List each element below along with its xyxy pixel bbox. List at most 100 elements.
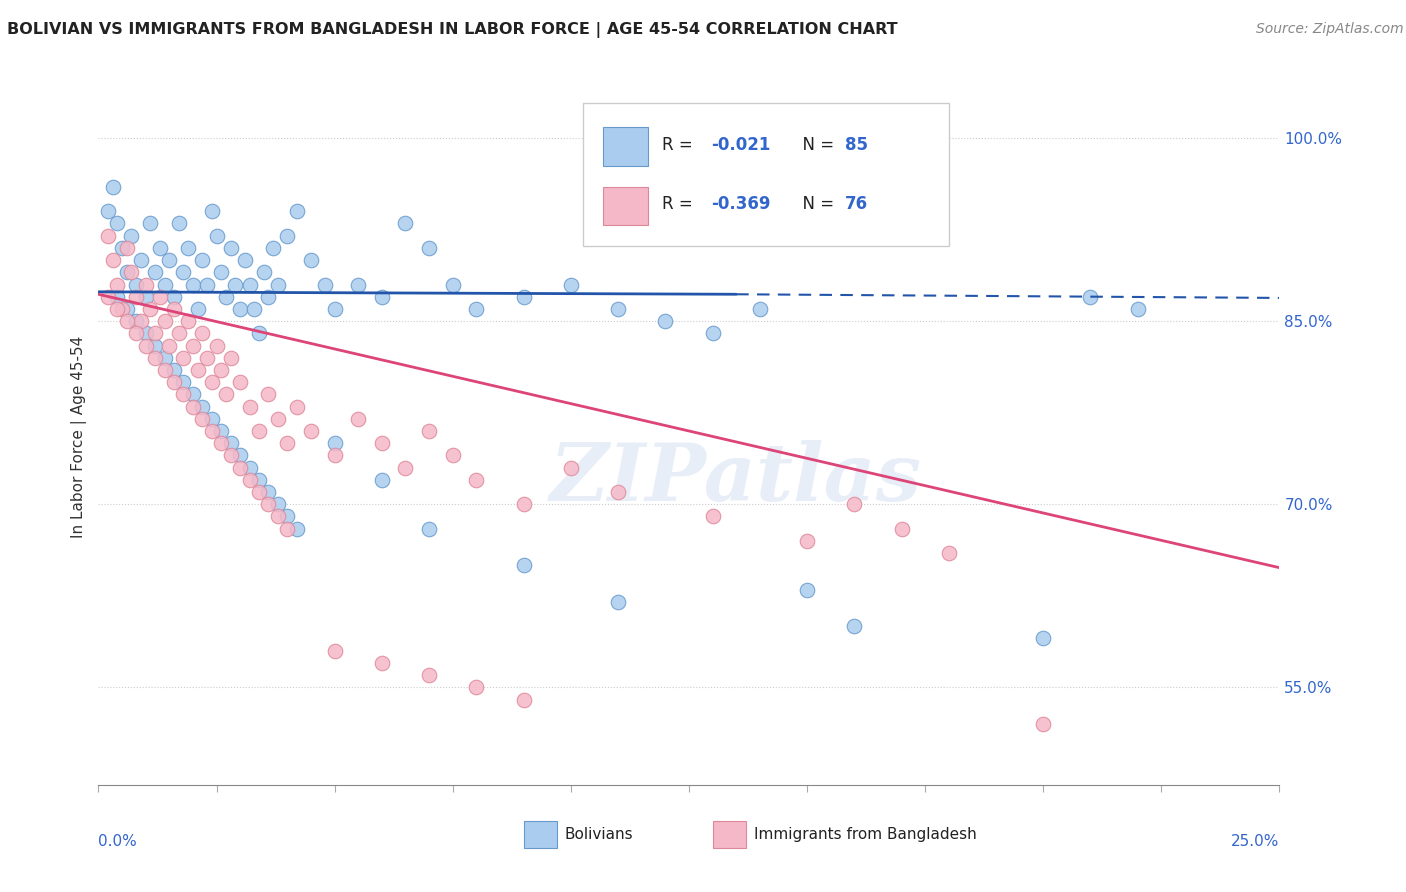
Text: N =: N = — [792, 195, 839, 213]
Point — [418, 241, 440, 255]
Point — [465, 301, 488, 316]
Point — [181, 338, 204, 352]
Point — [153, 277, 176, 292]
Point — [135, 277, 157, 292]
Point — [97, 204, 120, 219]
Point — [512, 290, 534, 304]
Point — [105, 301, 128, 316]
Point — [105, 290, 128, 304]
Point — [247, 424, 270, 438]
Point — [139, 301, 162, 316]
Text: Immigrants from Bangladesh: Immigrants from Bangladesh — [754, 827, 977, 842]
Point — [97, 290, 120, 304]
Point — [101, 179, 124, 194]
Point — [97, 228, 120, 243]
Point — [239, 400, 262, 414]
Point — [323, 643, 346, 657]
Point — [163, 375, 186, 389]
Point — [224, 277, 246, 292]
Point — [247, 485, 270, 500]
Point — [215, 387, 238, 401]
Point — [101, 253, 124, 268]
Point — [347, 277, 370, 292]
Point — [465, 681, 488, 695]
Point — [215, 290, 238, 304]
Point — [796, 533, 818, 548]
Point — [121, 265, 143, 279]
Point — [209, 424, 232, 438]
Point — [201, 411, 224, 425]
Point — [125, 326, 148, 341]
Point — [105, 277, 128, 292]
Point — [172, 265, 194, 279]
Point — [191, 326, 214, 341]
Point — [153, 314, 176, 328]
Point — [844, 619, 866, 633]
Point — [209, 436, 232, 450]
Point — [143, 338, 166, 352]
Point — [371, 656, 394, 670]
Point — [560, 277, 582, 292]
Point — [219, 449, 242, 463]
Point — [209, 363, 232, 377]
Point — [121, 228, 143, 243]
Point — [607, 485, 630, 500]
Point — [181, 387, 204, 401]
Point — [512, 497, 534, 511]
Point — [105, 217, 128, 231]
Bar — [603, 128, 648, 166]
Point — [257, 485, 280, 500]
Text: R =: R = — [662, 136, 697, 153]
Point — [135, 326, 157, 341]
Point — [314, 277, 336, 292]
Point — [149, 241, 172, 255]
FancyBboxPatch shape — [582, 103, 949, 245]
Text: R =: R = — [662, 195, 697, 213]
Y-axis label: In Labor Force | Age 45-54: In Labor Force | Age 45-54 — [72, 336, 87, 538]
Point — [702, 326, 724, 341]
Point — [191, 400, 214, 414]
Point — [938, 546, 960, 560]
Point — [157, 253, 180, 268]
Text: -0.021: -0.021 — [711, 136, 770, 153]
Point — [139, 217, 162, 231]
Point — [187, 363, 209, 377]
Text: ZIPatlas: ZIPatlas — [550, 440, 922, 517]
Point — [253, 265, 276, 279]
Point — [299, 424, 322, 438]
Bar — [713, 822, 745, 847]
Text: 76: 76 — [845, 195, 868, 213]
Point — [163, 301, 186, 316]
Point — [247, 326, 270, 341]
Point — [323, 449, 346, 463]
Point — [111, 241, 134, 255]
Point — [143, 326, 166, 341]
Point — [233, 253, 256, 268]
Point — [844, 497, 866, 511]
Point — [229, 460, 252, 475]
Bar — [523, 822, 557, 847]
Point — [276, 509, 298, 524]
Point — [149, 290, 172, 304]
Point — [167, 217, 190, 231]
Point — [267, 277, 290, 292]
Point — [205, 228, 228, 243]
Point — [195, 351, 218, 365]
Point — [418, 522, 440, 536]
Point — [115, 314, 138, 328]
Point — [167, 326, 190, 341]
Point — [394, 460, 416, 475]
Point — [191, 253, 214, 268]
Point — [115, 301, 138, 316]
Text: 25.0%: 25.0% — [1232, 834, 1279, 849]
Point — [177, 314, 200, 328]
Point — [276, 522, 298, 536]
Point — [347, 411, 370, 425]
Point — [394, 217, 416, 231]
Point — [441, 277, 464, 292]
Point — [201, 204, 224, 219]
Point — [129, 314, 152, 328]
Point — [143, 351, 166, 365]
Point — [285, 522, 308, 536]
Point — [172, 387, 194, 401]
